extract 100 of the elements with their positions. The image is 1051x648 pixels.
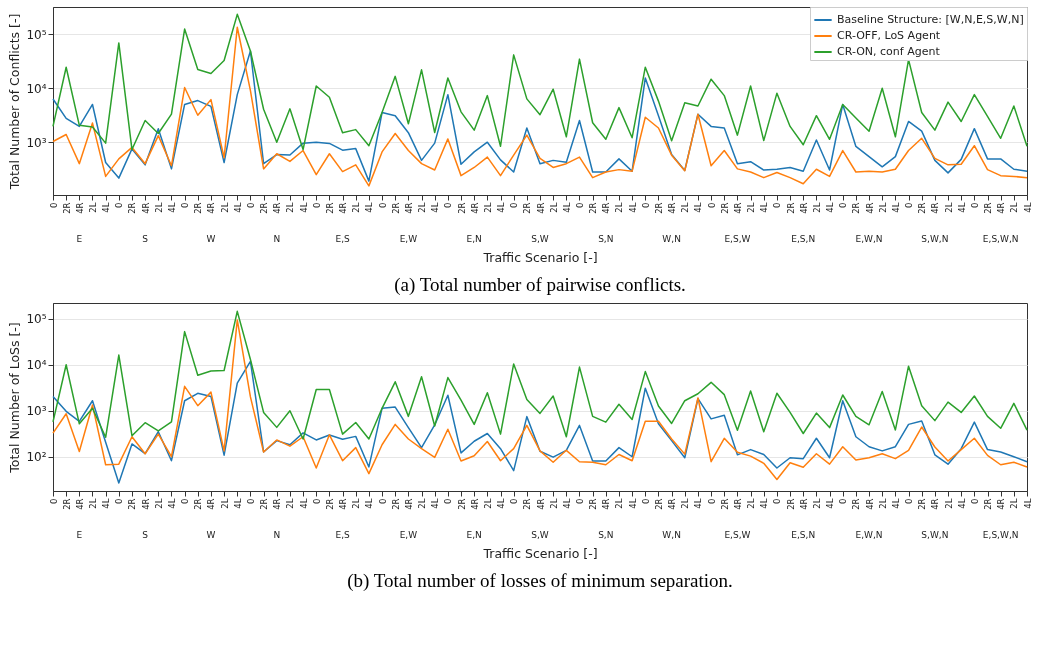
x-tick-label: 0 [706, 498, 717, 504]
x-tick-label: 4L [1022, 202, 1033, 213]
x-tick-label: 4L [101, 498, 112, 509]
text: W,N [662, 530, 681, 540]
text: E,S,N [791, 234, 816, 244]
y-tick-label: 10⁴ [26, 81, 47, 96]
x-tick-label: 2L [680, 202, 691, 213]
x-tick-label: 2R [61, 202, 72, 214]
x-tick-label: 4R [74, 202, 85, 214]
x-tick-label: 4L [298, 202, 309, 213]
x-tick-label: 0 [838, 498, 849, 504]
x-tick-label: 0 [706, 202, 717, 208]
x-tick-label: 2R [588, 202, 599, 214]
x-tick-label: 0 [904, 202, 915, 208]
x-tick-label: 2L [746, 202, 757, 213]
x-tick-label: 2R [61, 498, 72, 510]
x-tick-label: 4R [403, 498, 414, 510]
x-tick-label: 4R [403, 202, 414, 214]
text: W,N [662, 234, 681, 244]
y-tick-label: 10³ [26, 404, 47, 419]
x-tick-label: 2L [1009, 498, 1020, 509]
x-tick-label: 4R [206, 498, 217, 510]
x-tick-label: 4L [166, 202, 177, 213]
x-tick-label: 4R [864, 498, 875, 510]
x-tick-label: 4L [496, 202, 507, 213]
x-tick-label: 0 [114, 202, 125, 208]
x-tick-label: 4R [732, 202, 743, 214]
x-tick-label: 2L [746, 498, 757, 509]
y-tick-label: 10² [26, 450, 47, 465]
x-tick-label: 4L [561, 202, 572, 213]
x-tick-label: 4L [693, 202, 704, 213]
x-tick-label: 2R [324, 498, 335, 510]
text: E,S,W,N [982, 530, 1019, 540]
x-tick-label: 2R [983, 498, 994, 510]
x-tick-label: 0 [772, 498, 783, 504]
x-tick-label: 0 [245, 498, 256, 504]
x-tick-label: 0 [48, 498, 59, 504]
x-tick-label: 2L [877, 498, 888, 509]
x-tick-label: 4R [996, 498, 1007, 510]
x-tick-label: 4L [430, 498, 441, 509]
x-tick-label: 0 [969, 202, 980, 208]
x-tick-label: 2R [917, 498, 928, 510]
x-tick-label: 4R [140, 498, 151, 510]
x-tick-label: 2R [653, 498, 664, 510]
x-tick-label: 2R [456, 498, 467, 510]
x-tick-label: 0 [245, 202, 256, 208]
legend-label: Baseline Structure: [W,N,E,S,W,N] [837, 13, 1024, 26]
x-tick-label: 0 [443, 498, 454, 504]
x-tick-label: 2R [719, 498, 730, 510]
x-tick-label: 0 [640, 202, 651, 208]
x-tick-label: 0 [969, 498, 980, 504]
x-tick-label: 4L [1022, 498, 1033, 509]
x-tick-label: 4R [535, 498, 546, 510]
x-tick-label: 4R [74, 498, 85, 510]
x-tick-label: 2R [390, 498, 401, 510]
x-tick-label: 4L [232, 202, 243, 213]
x-tick-label: 0 [509, 202, 520, 208]
x-tick-label: 0 [838, 202, 849, 208]
x-tick-label: 2R [324, 202, 335, 214]
text: E,N [466, 234, 482, 244]
x-tick-label: 2L [153, 498, 164, 509]
x-tick-label: 4L [561, 498, 572, 509]
x-tick-label: 2R [588, 498, 599, 510]
text: N [273, 234, 281, 244]
x-tick-label: 0 [48, 202, 59, 208]
x-tick-label: 4L [430, 202, 441, 213]
x-tick-label: 4L [825, 498, 836, 509]
x-tick-label: 4R [864, 202, 875, 214]
x-tick-label: 0 [772, 202, 783, 208]
x-tick-label: 4L [166, 498, 177, 509]
x-tick-label: 2R [522, 498, 533, 510]
x-tick-label: 4L [364, 202, 375, 213]
x-axis-title: Traffic Scenario [-] [482, 249, 598, 265]
x-tick-label: 2L [351, 202, 362, 213]
x-tick-label: 4R [272, 202, 283, 214]
x-tick-label: 0 [377, 202, 388, 208]
x-tick-label: 0 [574, 498, 585, 504]
line-series [52, 26, 1028, 187]
x-tick-label: 2L [548, 202, 559, 213]
x-tick-label: 2R [127, 202, 138, 214]
text: S,W,N [921, 234, 949, 244]
x-tick-label: 2L [877, 202, 888, 213]
text: E [76, 530, 83, 540]
x-tick-label: 4R [469, 202, 480, 214]
y-tick-label: 10³ [26, 135, 47, 150]
x-tick-label: 2L [417, 498, 428, 509]
x-tick-label: 0 [443, 202, 454, 208]
x-tick-label: 2L [219, 202, 230, 213]
x-tick-label: 2L [285, 498, 296, 509]
x-tick-label: 2L [87, 498, 98, 509]
text: W [206, 530, 216, 540]
text: E [76, 234, 83, 244]
x-tick-label: 4L [825, 202, 836, 213]
text: S,W [531, 530, 549, 540]
x-tick-label: 0 [311, 202, 322, 208]
x-tick-label: 0 [180, 202, 191, 208]
x-tick-label: 2R [193, 202, 204, 214]
x-tick-label: 2L [219, 498, 230, 509]
x-tick-label: 2R [390, 202, 401, 214]
x-axis-title: Traffic Scenario [-] [482, 545, 598, 561]
